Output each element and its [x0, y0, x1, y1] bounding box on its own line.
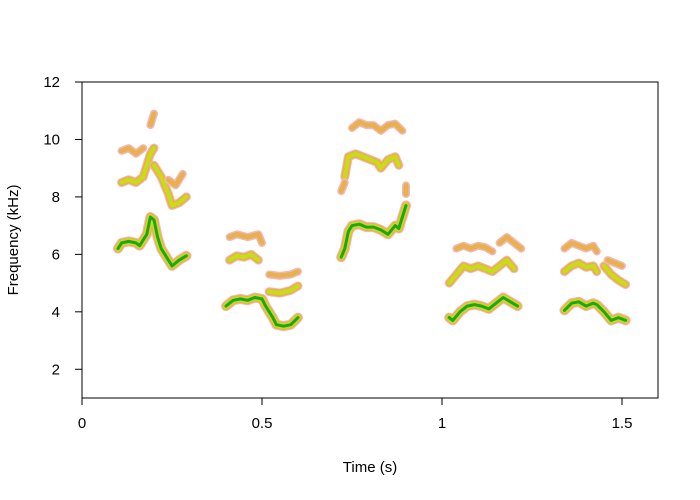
harmonic-trace: [152, 163, 189, 208]
y-tick-label: 4: [52, 304, 60, 321]
harmonic-trace: [497, 234, 524, 252]
harmonic-trace: [562, 300, 628, 322]
harmonic-trace: [119, 146, 156, 185]
harmonic-trace: [338, 180, 348, 194]
harmonic-traces: [113, 109, 631, 332]
harmonic-trace: [224, 296, 300, 328]
harmonic-trace: [165, 171, 186, 188]
syllable-3: [336, 118, 411, 263]
harmonic-trace: [227, 252, 261, 263]
harmonic-trace: [342, 151, 401, 179]
harmonic-trace: [605, 257, 625, 269]
harmonic-trace: [267, 284, 300, 296]
y-tick-label: 8: [52, 189, 60, 206]
harmonic-trace: [562, 261, 599, 274]
syllable-2: [221, 230, 303, 332]
y-axis-title: Frequency (kHz): [5, 185, 22, 296]
x-tick-label: 0: [78, 415, 86, 432]
plot-frame: [81, 81, 659, 399]
harmonic-trace: [349, 119, 405, 134]
y-tick-label: 6: [52, 246, 60, 263]
x-tick-label: 1: [438, 415, 446, 432]
x-tick-label: 0.5: [252, 415, 273, 432]
harmonic-trace: [453, 243, 495, 254]
x-axis-title: Time (s): [343, 459, 397, 476]
syllable-5: [559, 238, 631, 326]
harmonic-trace: [602, 263, 628, 287]
x-axis: 0 0.5 1 1.5: [78, 397, 633, 432]
syllable-1: [113, 109, 192, 271]
harmonic-trace: [119, 145, 146, 157]
harmonic-trace: [447, 258, 516, 286]
y-tick-label: 12: [43, 74, 60, 91]
y-axis: 2 4 6 8 10 12: [43, 74, 83, 378]
harmonic-trace: [116, 215, 188, 268]
syllable-4: [444, 233, 526, 326]
y-tick-label: 2: [52, 361, 60, 378]
harmonic-trace: [266, 269, 301, 279]
harmonic-trace: [227, 231, 265, 246]
y-tick-label: 10: [43, 131, 60, 148]
harmonic-trace: [561, 240, 600, 254]
harmonic-trace: [147, 111, 157, 128]
harmonic-trace: [447, 296, 520, 322]
harmonic-trace: [339, 204, 408, 259]
x-tick-label: 1.5: [612, 415, 633, 432]
